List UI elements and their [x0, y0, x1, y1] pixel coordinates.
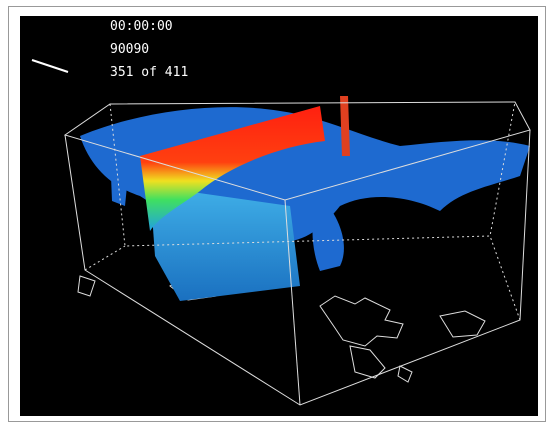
compass-line — [31, 59, 69, 73]
isosurface — [80, 107, 530, 301]
color-slice — [140, 106, 325, 231]
time-label: 00:00:00 — [110, 19, 173, 34]
visualization: 00:00:00 90090 351 of 411 — [20, 16, 538, 416]
date-label: 90090 — [110, 42, 149, 57]
frame-label: 351 of 411 — [110, 65, 188, 80]
bounding-box — [63, 101, 531, 406]
color-slice — [340, 96, 350, 156]
